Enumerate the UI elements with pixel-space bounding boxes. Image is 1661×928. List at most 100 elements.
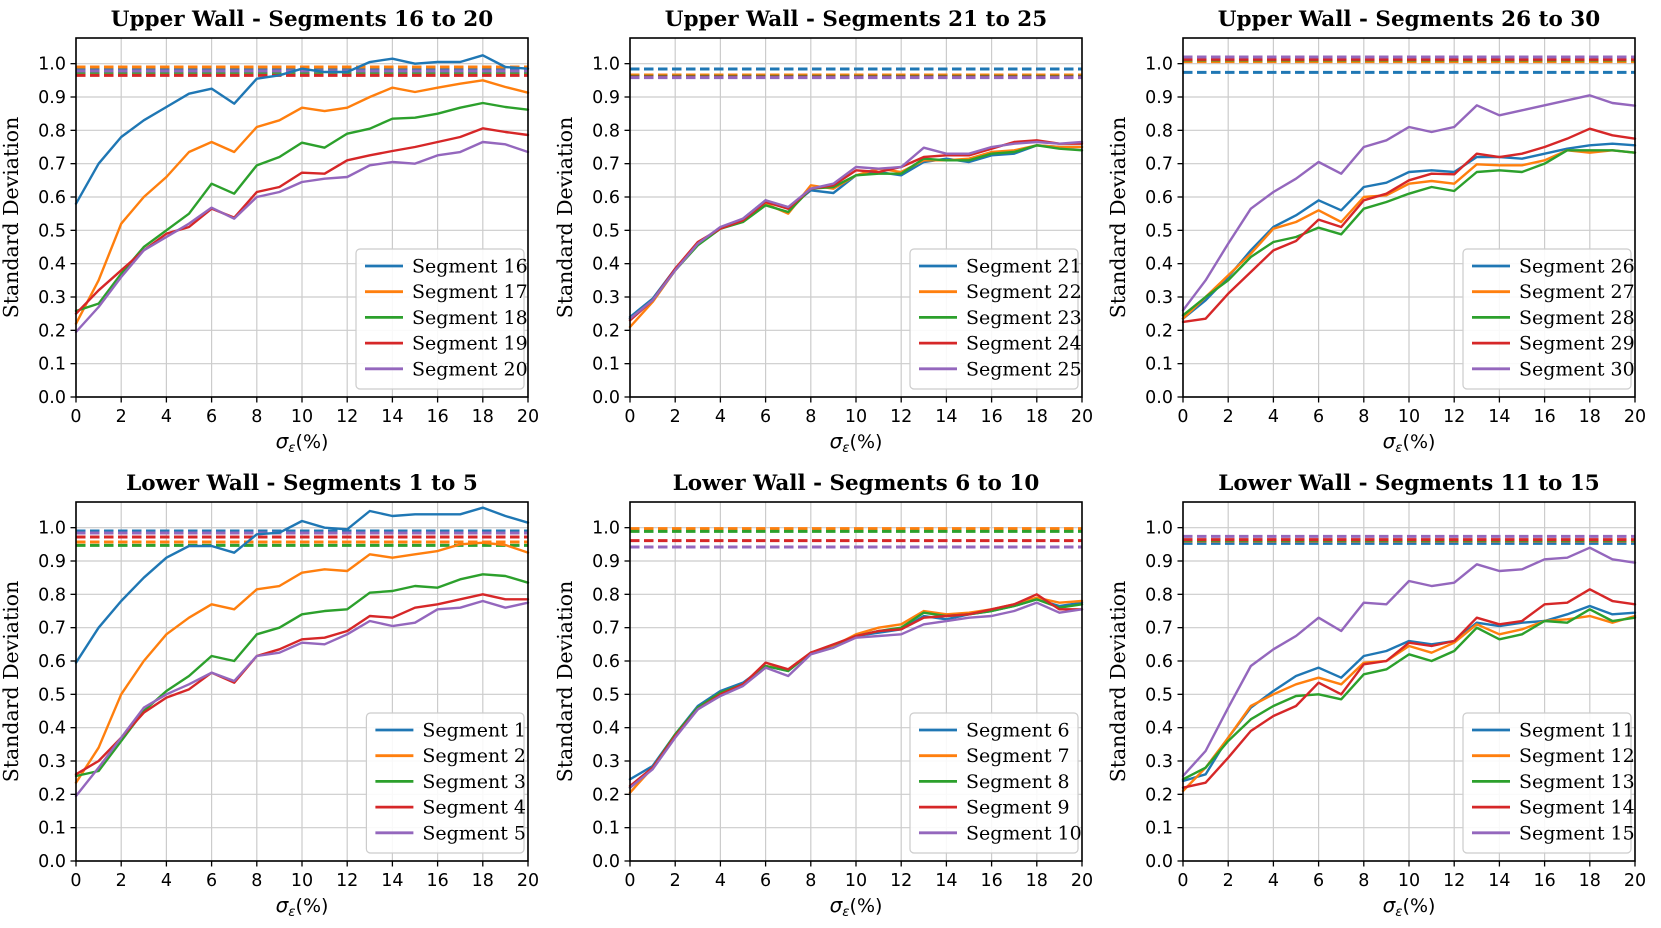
x-tick-label: 12	[890, 407, 912, 427]
legend-label: Segment 27	[1519, 281, 1635, 303]
y-tick-label: 0.6	[38, 188, 66, 208]
x-tick-label: 2	[116, 407, 127, 427]
x-tick-label: 8	[805, 871, 816, 891]
legend-item: Segment 1	[375, 719, 526, 741]
tick-marks	[70, 63, 529, 403]
y-tick-label: 1.0	[1145, 55, 1173, 75]
legend-item: Segment 13	[1472, 771, 1635, 793]
y-tick-label: 0.7	[592, 619, 620, 639]
x-tick-label: 14	[1489, 871, 1511, 891]
x-tick-label: 4	[714, 407, 725, 427]
x-tick-label: 0	[624, 407, 635, 427]
y-tick-label: 0.1	[592, 819, 620, 839]
legend-item: Segment 24	[918, 333, 1082, 355]
legend: Segment 26 Segment 27 Segment 28 Segment 29…	[1462, 248, 1635, 390]
y-tick-label: 0.0	[1145, 852, 1173, 872]
legend-label: Segment 9	[966, 797, 1070, 819]
series-line-segment-12	[1182, 614, 1637, 793]
y-tick-label: 0.2	[38, 321, 66, 341]
legend: Segment 21 Segment 22 Segment 23 Segment 24…	[909, 248, 1082, 390]
legend-label: Segment 3	[422, 771, 526, 793]
x-tick-label: 4	[161, 407, 172, 427]
legend-item: Segment 9	[918, 797, 1070, 819]
legend-item: Segment 7	[918, 745, 1069, 767]
legend-label: Segment 23	[966, 307, 1082, 329]
chart-panel-upper-wall-16-20: 0 2 4 6 8 10 12 14 16 18 20 0.0 0.1 0.2 0.3 0.4 0.5 0.6 0.…	[0, 0, 554, 464]
legend-label: Segment 14	[1519, 797, 1635, 819]
legend-label: Segment 26	[1519, 255, 1635, 277]
chart-svg-upper-wall-16-20: 0 2 4 6 8 10 12 14 16 18 20 0.0 0.1 0.2 0.3 0.4 0.5 0.6 0.…	[0, 7, 539, 456]
legend-label: Segment 24	[966, 333, 1082, 355]
x-tick-label: 4	[1268, 871, 1279, 891]
series-lines	[74, 54, 530, 334]
y-tick-label: 0.5	[38, 685, 66, 705]
x-tick-label: 16	[426, 871, 448, 891]
x-tick-label: 0	[1178, 871, 1189, 891]
y-tick-label: 0.1	[1145, 819, 1173, 839]
chart-panel-upper-wall-21-25: 0 2 4 6 8 10 12 14 16 18 20 0.0 0.1 0.2 0.3 0.4 0.5 0.6 0.…	[554, 0, 1108, 464]
y-tick-label: 0.2	[592, 785, 620, 805]
legend-item: Segment 10	[918, 822, 1082, 844]
y-tick-label: 0.3	[592, 288, 620, 308]
y-tick-label: 0.0	[1145, 388, 1173, 408]
y-tick-label: 0.1	[592, 355, 620, 375]
y-axis-label: Standard Deviation	[554, 581, 577, 783]
y-tick-label: 0.8	[1145, 585, 1173, 605]
y-tick-label: 0.6	[592, 652, 620, 672]
y-tick-label: 0.9	[592, 88, 620, 108]
legend-item: Segment 12	[1472, 745, 1635, 767]
legend-label: Segment 12	[1519, 745, 1635, 767]
series-line-segment-28	[1182, 149, 1637, 317]
legend-label: Segment 8	[966, 771, 1070, 793]
y-tick-label: 0.0	[592, 852, 620, 872]
chart-svg-lower-wall-1-5: 0 2 4 6 8 10 12 14 16 18 20 0.0 0.1 0.2 0.3 0.4 0.5 0.6 0.…	[0, 471, 539, 920]
x-tick-label: 16	[980, 871, 1002, 891]
series-lines	[628, 593, 1083, 794]
y-tick-label: 0.4	[1145, 255, 1173, 275]
x-tick-label: 10	[845, 871, 867, 891]
y-tick-label: 0.8	[38, 585, 66, 605]
y-tick-label: 1.0	[592, 55, 620, 75]
y-tick-label: 1.0	[38, 55, 66, 75]
y-tick-label: 0.3	[38, 288, 66, 308]
y-tick-label: 0.7	[38, 155, 66, 175]
series-lines	[628, 139, 1083, 329]
dashed-reference-lines	[1183, 55, 1636, 74]
y-tick-label: 0.5	[592, 685, 620, 705]
series-line-segment-29	[1182, 127, 1637, 324]
dashed-reference-lines	[1183, 534, 1636, 545]
series-line-segment-30	[1182, 94, 1637, 312]
x-tick-label: 16	[426, 407, 448, 427]
legend-item: Segment 22	[918, 281, 1082, 303]
x-tick-label: 14	[935, 407, 957, 427]
x-tick-label: 8	[1359, 871, 1370, 891]
x-tick-label: 20	[517, 871, 539, 891]
x-tick-label: 6	[206, 871, 217, 891]
legend-box	[1462, 248, 1632, 390]
series-line-segment-16	[74, 54, 530, 205]
legend-label: Segment 10	[966, 822, 1082, 844]
y-tick-label: 1.0	[1145, 519, 1173, 539]
legend-label: Segment 22	[966, 281, 1082, 303]
x-tick-label: 6	[760, 871, 771, 891]
y-tick-label: 0.2	[592, 321, 620, 341]
x-tick-label: 8	[805, 407, 816, 427]
series-line-segment-5	[74, 599, 530, 798]
legend-box	[1462, 712, 1632, 854]
y-tick-label: 0.9	[1145, 552, 1173, 572]
legend-label: Segment 19	[412, 333, 528, 355]
legend-item: Segment 30	[1472, 358, 1635, 380]
y-tick-label: 0.3	[38, 752, 66, 772]
series-line-segment-13	[1182, 608, 1637, 781]
x-tick-label: 20	[517, 407, 539, 427]
x-tick-label: 2	[1223, 871, 1234, 891]
x-tick-label: 18	[1579, 407, 1601, 427]
y-tick-label: 0.0	[38, 852, 66, 872]
y-tick-label: 0.5	[1145, 685, 1173, 705]
y-tick-label: 0.8	[592, 585, 620, 605]
legend-item: Segment 17	[364, 281, 528, 303]
x-axis-label: σε(%)	[276, 893, 329, 920]
legend-label: Segment 11	[1519, 719, 1635, 741]
series-line-segment-26	[1182, 142, 1637, 320]
y-tick-label: 0.5	[38, 221, 66, 241]
